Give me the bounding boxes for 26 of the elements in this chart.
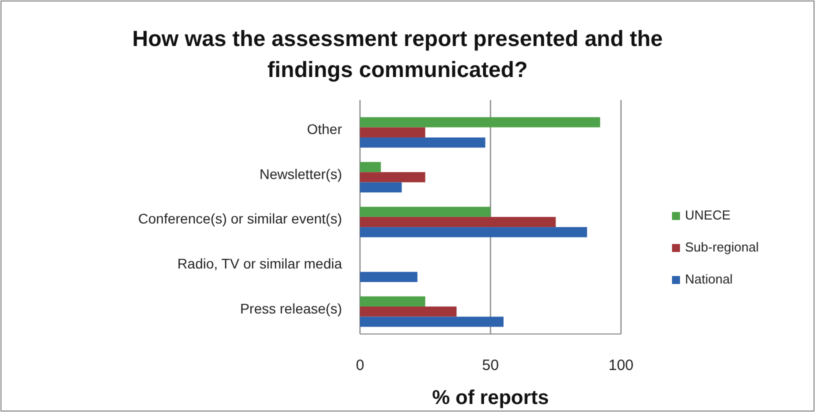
bar — [360, 206, 490, 217]
bar — [360, 296, 426, 307]
bar — [360, 162, 381, 172]
x-tick-label: 50 — [482, 357, 499, 374]
y-tick-label: Radio, TV or similar media — [177, 256, 342, 272]
bar — [360, 137, 486, 148]
y-tick-label: Press release(s) — [240, 300, 342, 316]
legend-label: UNECE — [685, 207, 731, 222]
y-tick-label: Other — [306, 121, 342, 138]
bar — [360, 127, 426, 138]
x-tick-label: 100 — [608, 357, 634, 374]
chart-title: How was the assessment report presented and the findings communicated? — [132, 26, 663, 82]
legend-label: Sub-regional — [685, 239, 759, 254]
bar — [360, 227, 588, 238]
bar — [360, 316, 504, 327]
y-tick-label: Newsletter(s) — [260, 166, 342, 182]
x-axis-title: % of reports — [432, 387, 549, 409]
x-tick-label: 0 — [356, 357, 364, 374]
bar — [360, 172, 426, 182]
bar — [360, 182, 402, 192]
legend-label: National — [685, 271, 733, 286]
bar — [360, 216, 556, 228]
bar — [360, 306, 457, 317]
bar — [360, 117, 600, 128]
bar — [360, 272, 418, 282]
y-tick-label: Conference(s) or similar event(s) — [138, 210, 342, 227]
